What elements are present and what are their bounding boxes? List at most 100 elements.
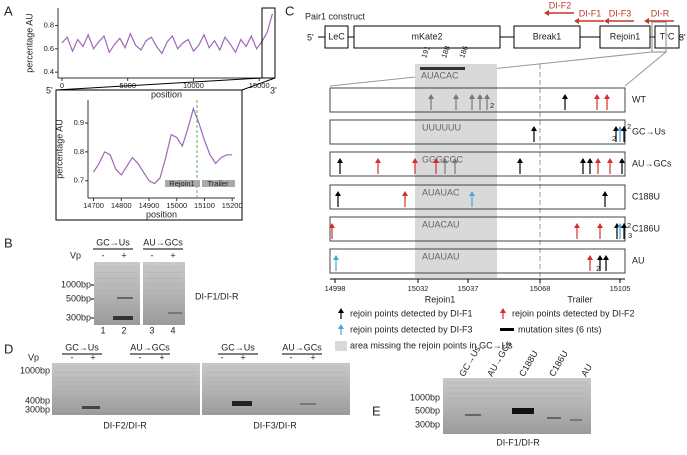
x-axis-label: position: [146, 209, 177, 219]
group-label: GC→Us: [96, 237, 130, 247]
end-label: 3': [270, 85, 277, 95]
primer-arrowhead: [544, 10, 549, 16]
marker-label: 500bp: [66, 293, 91, 303]
rejoin-arrowhead: [603, 255, 609, 260]
axis-tick-label: 14998: [325, 284, 346, 293]
band: [512, 408, 534, 414]
rejoin-arrowhead: [617, 126, 623, 131]
lane-number: 4: [170, 325, 175, 335]
legend-text: rejoin points detected by DI-F2: [512, 308, 635, 318]
axis-label: Rejoin1: [425, 294, 456, 304]
lane-sign: -: [290, 352, 293, 362]
gel: [52, 363, 200, 415]
x-tick-label: 15100: [194, 201, 215, 210]
x-tick-label: 14900: [139, 201, 160, 210]
marker-label: 300bp: [66, 312, 91, 322]
rejoin-arrowhead: [597, 255, 603, 260]
lane-sign: +: [159, 352, 164, 362]
band: [113, 316, 133, 320]
count-label: 2: [612, 134, 616, 143]
primer-label: DI-F1/DI-R: [195, 291, 239, 301]
group-label: AU→GCs: [130, 342, 170, 352]
rejoin-arrowhead: [587, 158, 593, 163]
region-label: Rejoin1: [169, 179, 194, 188]
axis-tick-label: 15037: [458, 284, 479, 293]
lane-label: C188U: [517, 349, 540, 378]
segment: [599, 25, 651, 49]
row-box: [329, 119, 626, 145]
x-tick-label: 10000: [183, 81, 204, 90]
rejoin-arrowhead: [333, 255, 339, 260]
region-label: Trailer: [208, 179, 229, 188]
rejoin-arrowhead: [619, 158, 625, 163]
band: [168, 312, 182, 314]
gel: [143, 262, 185, 325]
count-label: 3: [628, 231, 632, 240]
row-name: AU→GCs: [632, 158, 672, 168]
motif: AUACAC: [421, 70, 459, 80]
row-box: [329, 87, 626, 113]
x-axis-label: position: [151, 89, 182, 99]
lane-number: 3: [149, 325, 154, 335]
band: [465, 414, 481, 416]
mutation-bar: [420, 67, 465, 70]
primer-label: DI-F1: [579, 8, 602, 18]
row-box: [329, 151, 626, 177]
legend-arrowhead: [500, 308, 506, 313]
legend-swatch: [335, 341, 347, 351]
connector: [55, 77, 263, 91]
legend-text: mutation sites (6 nts): [518, 324, 602, 334]
gel: [202, 363, 350, 415]
rejoin-arrowhead: [402, 191, 408, 196]
panel-label: B: [4, 235, 13, 250]
position-label: 191: [419, 45, 432, 60]
primer-label: DI-F2/DI-R: [103, 420, 147, 430]
line-series: [92, 106, 233, 185]
segment-label: mKate2: [411, 31, 442, 41]
axis-tick-label: 15068: [530, 284, 551, 293]
rejoin-arrowhead: [412, 158, 418, 163]
y-tick-label: 0.8: [74, 147, 84, 156]
rejoin-arrowhead: [602, 191, 608, 196]
row-name: C186U: [632, 223, 660, 233]
marker-label: 500bp: [415, 405, 440, 415]
segment-label: Rejoin1: [610, 31, 641, 41]
y-tick-label: 0.4: [44, 67, 54, 76]
primer-label: DI-F2: [549, 0, 572, 10]
rejoin-arrowhead: [621, 223, 627, 228]
line-series: [61, 13, 273, 55]
group-label: GC→Us: [65, 342, 99, 352]
rejoin-arrowhead: [469, 191, 475, 196]
panel-label: D: [4, 341, 13, 356]
lane-sign: +: [170, 250, 175, 260]
primer-label: DI-F1/DI-R: [496, 437, 540, 447]
band: [232, 401, 252, 406]
row-box: [329, 248, 626, 274]
count-label: 2: [627, 122, 631, 131]
marker-label: 300bp: [25, 404, 50, 414]
y-axis-label: percentage AU: [54, 119, 64, 179]
rejoin-arrowhead: [580, 158, 586, 163]
rejoin-arrowhead: [531, 126, 537, 131]
segment: [654, 25, 680, 49]
end-label: 3': [679, 32, 686, 42]
rejoin-arrowhead: [594, 94, 600, 99]
legend-text: rejoin points detected by DI-F1: [350, 308, 473, 318]
lane-sign: +: [310, 352, 315, 362]
vp-label: Vp: [70, 250, 81, 260]
region-bar: [202, 180, 235, 187]
y-tick-label: 0.6: [44, 44, 54, 53]
segment: [353, 25, 501, 49]
rejoin-arrowhead: [452, 158, 458, 163]
row-name: AU: [632, 255, 645, 265]
row-name: GC→Us: [632, 126, 666, 136]
rejoin-arrowhead: [621, 126, 627, 131]
band: [570, 419, 582, 421]
y-tick-label: 0.8: [44, 20, 54, 29]
lane-sign: -: [102, 250, 105, 260]
legend-text: area missing the rejoin points in GC→Us: [350, 340, 513, 350]
group-label: GC→Us: [221, 342, 255, 352]
row-sequence: AUAUAU: [422, 251, 460, 261]
end-label: 5': [307, 32, 314, 42]
